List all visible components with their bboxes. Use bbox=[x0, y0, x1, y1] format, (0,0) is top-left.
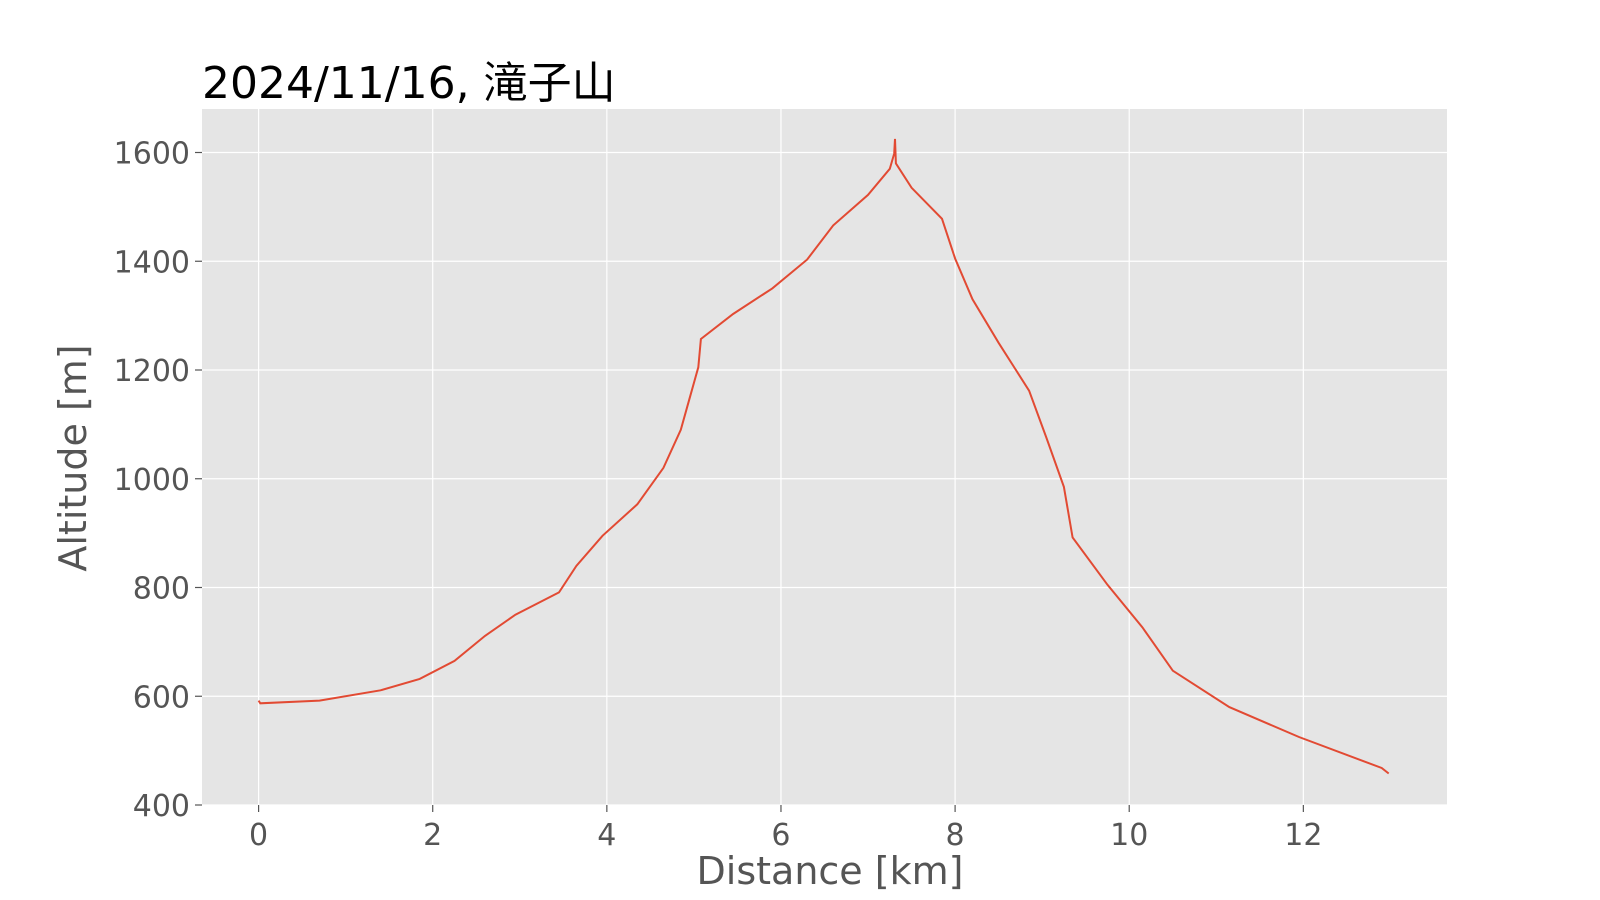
x-tick-label: 0 bbox=[249, 818, 268, 853]
x-tick-label: 6 bbox=[771, 818, 790, 853]
y-tick-label: 1600 bbox=[114, 137, 190, 172]
x-axis-label: Distance [km] bbox=[697, 849, 964, 893]
chart-title: 2024/11/16, 滝子山 bbox=[202, 58, 616, 109]
y-axis-ticks: 400 600 800 1000 1200 1400 1600 bbox=[114, 137, 202, 824]
y-tick-label: 600 bbox=[133, 680, 190, 715]
x-tick-label: 10 bbox=[1110, 818, 1148, 853]
y-tick-label: 1000 bbox=[114, 463, 190, 498]
plot-area bbox=[202, 109, 1447, 805]
x-tick-label: 8 bbox=[946, 818, 965, 853]
y-tick-label: 1200 bbox=[114, 354, 190, 389]
x-tick-label: 4 bbox=[597, 818, 616, 853]
altitude-series-line bbox=[257, 138, 1390, 775]
x-tick-label: 12 bbox=[1284, 818, 1322, 853]
y-axis-label: Altitude [m] bbox=[51, 344, 95, 571]
y-tick-label: 400 bbox=[133, 789, 190, 824]
y-gridlines bbox=[202, 151, 1447, 806]
x-tick-label: 2 bbox=[423, 818, 442, 853]
x-axis-ticks: 0 2 4 6 8 10 12 bbox=[249, 805, 1322, 853]
y-tick-label: 1400 bbox=[114, 245, 190, 280]
x-gridlines bbox=[257, 109, 1304, 805]
y-tick-label: 800 bbox=[133, 572, 190, 607]
